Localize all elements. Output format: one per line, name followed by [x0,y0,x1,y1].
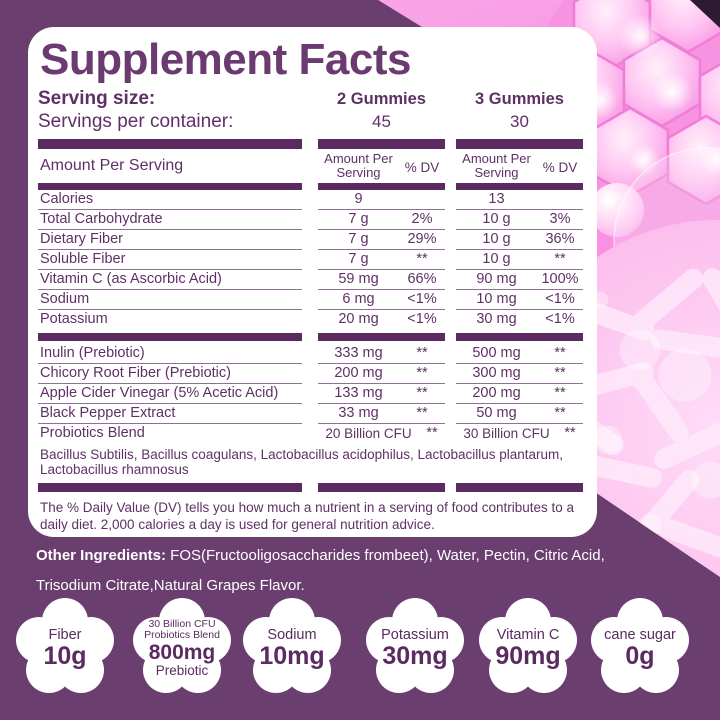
other-ingredients-label: Other Ingredients: [36,547,167,564]
table-row: Dietary Fiber 7 g 29% 10 g 36% [38,230,585,250]
badge-value: 30mg [382,642,448,670]
serving-size-label: Serving size: [38,87,156,109]
badge-value: 10g [43,642,87,670]
badge-label: Potassium [381,627,449,643]
table-row: Chicory Root Fiber (Prebiotic) 200 mg ** … [38,364,585,384]
probiotic-strains-text: Bacillus Subtilis, Bacillus coagulans, L… [40,446,564,477]
table-row: Apple Cider Vinegar (5% Acetic Acid) 133… [38,384,585,404]
col2-header: Amount Per Serving % DV [456,151,583,180]
table-row: Total Carbohydrate 7 g 2% 10 g 3% [38,210,585,230]
badge-line2: Probiotics Blend [144,629,220,641]
badge-label: cane sugar [604,627,676,643]
table-row: Sodium 6 mg <1% 10 mg <1% [38,290,585,310]
daily-value-footnote: The % Daily Value (DV) tells you how muc… [40,499,575,532]
badge-line1: 30 Billion CFU [148,617,216,630]
other-ingredients-list-line2: Trisodium Citrate,Natural Grapes Flavor. [36,577,305,594]
table-row: Calories 9 13 [38,190,585,210]
supplement-facts-panel: Supplement Facts Serving size: 2 Gummies… [28,27,597,537]
servings-count-col2: 30 [510,111,529,131]
badge-label: Vitamin C [496,627,560,643]
badge-vitamin-c: Vitamin C 90mg [479,598,577,694]
table-row: Black Pepper Extract 33 mg ** 50 mg ** [38,404,585,424]
amount-per-serving-header: Amount Per Serving [40,156,184,174]
badge-sodium: Sodium 10mg [243,598,341,694]
badge-potassium: Potassium 30mg [366,598,464,694]
table-header-row: Amount Per Serving Amount Per Serving % D… [38,149,585,183]
serving-size-row: Serving size: 2 Gummies 3 Gummies [38,88,585,111]
badge-label: Fiber [48,627,82,643]
badge-value: 0g [625,642,655,670]
badge-value: 90mg [495,642,561,670]
table-row: Potassium 20 mg <1% 30 mg <1% [40,310,575,327]
serving-size-col2: 3 Gummies [475,89,564,108]
serving-size-col1: 2 Gummies [337,89,426,108]
divider-bar [38,182,585,190]
servings-per-container-row: Servings per container: 45 30 [38,111,585,134]
servings-count-col1: 45 [372,111,391,131]
badge-fiber: Fiber 10g [16,598,114,694]
table-row: Soluble Fiber 7 g ** 10 g ** [38,250,585,270]
panel-title: Supplement Facts [40,35,411,84]
corner-shadow [690,0,720,28]
divider-bar [38,138,585,149]
section-divider-bar [38,332,585,341]
divider-bar [38,482,585,492]
dv-header: % DV [542,160,578,176]
other-ingredients: Other Ingredients: FOS(Fructooligosaccha… [36,541,676,601]
badge-label: Sodium [267,627,317,643]
badge-probiotics-prebiotic: 30 Billion CFU Probiotics Blend 800mg Pr… [133,598,231,694]
table-row: Inulin (Prebiotic) 333 mg ** 500 mg ** [38,344,585,364]
other-ingredients-list: FOS(Fructooligosaccharides frombeet), Wa… [166,547,605,564]
badge-cane-sugar: cane sugar 0g [591,598,689,694]
dv-header: % DV [404,160,440,176]
badge-value: 10mg [259,642,325,670]
badge-value: 800mg [148,640,216,664]
table-row: Probiotics Blend 20 Billion CFU ** 30 Bil… [40,424,576,441]
col1-header: Amount Per Serving % DV [318,151,445,180]
table-row: Vitamin C (as Ascorbic Acid) 59 mg 66% 90… [38,270,585,290]
servings-per-container-label: Servings per container: [38,110,234,132]
badge-sub: Prebiotic [155,662,209,678]
